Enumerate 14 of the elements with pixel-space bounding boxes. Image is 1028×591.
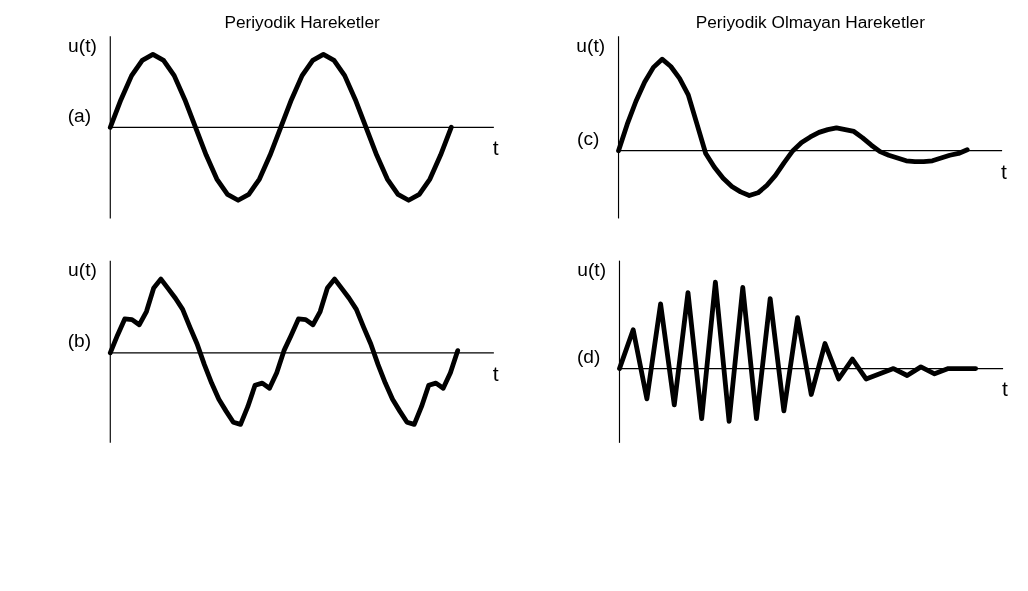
y-axis-title: u(t)	[68, 34, 97, 56]
x-axis-title: t	[492, 136, 499, 160]
text: (b)	[67, 330, 92, 352]
y-axis-title: u(t)	[577, 258, 607, 280]
chart-title: Periyodik Hareketler	[224, 12, 380, 32]
text: (c)	[577, 127, 600, 149]
y-axis-title: u(t)	[576, 34, 606, 56]
chart-title: Periyodik Olmayan Hareketler	[695, 12, 926, 32]
text: (d)	[576, 345, 601, 367]
x-axis-title: t	[1002, 377, 1009, 401]
text: (a)	[67, 104, 92, 126]
x-axis-title: t	[1001, 159, 1008, 183]
x-axis-title: t	[492, 361, 499, 385]
y-axis-title: u(t)	[68, 258, 97, 280]
